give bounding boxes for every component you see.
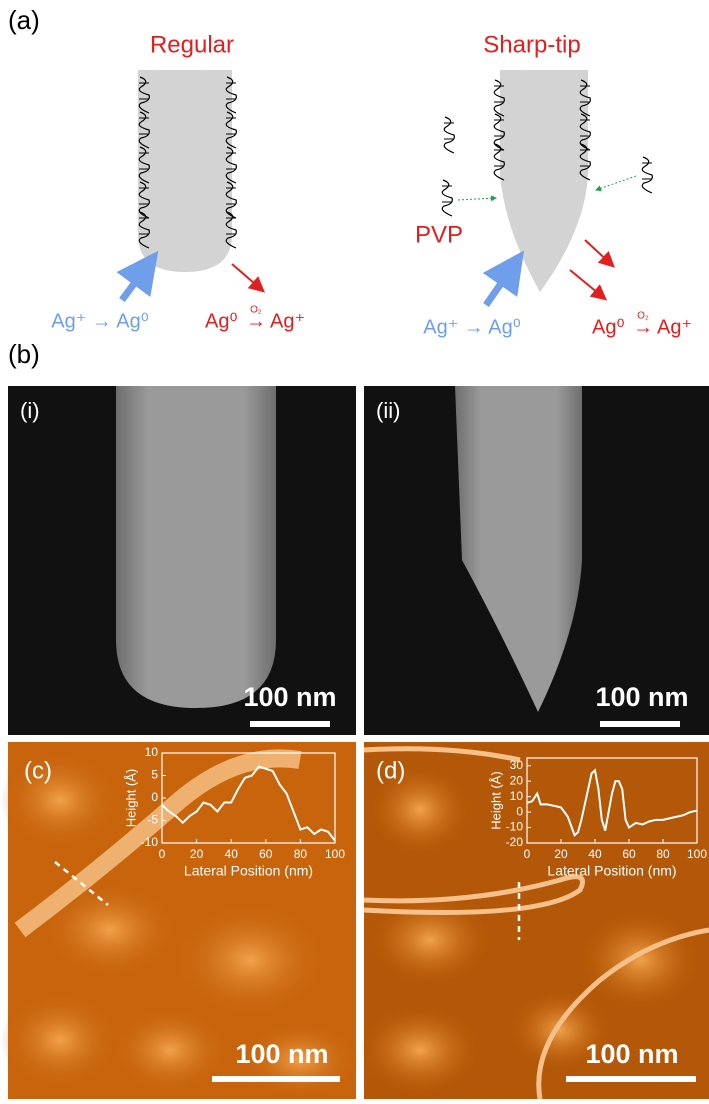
x-tick-label: 0 bbox=[159, 847, 166, 861]
reaction: Ag⁺ → Ag⁰ bbox=[51, 310, 149, 332]
scale-label: 100 nm bbox=[595, 682, 688, 712]
y-axis-label: Height (Å) bbox=[488, 771, 503, 830]
y-tick-label: -10 bbox=[506, 820, 524, 834]
x-tick-label: 40 bbox=[225, 847, 239, 861]
y-tick-label: -10 bbox=[141, 835, 159, 849]
arrow bbox=[458, 198, 496, 200]
arrow bbox=[486, 262, 516, 305]
nanowire bbox=[500, 70, 588, 292]
reaction-left: Ag⁰ bbox=[592, 316, 624, 338]
reaction: Ag⁺ → Ag⁰ bbox=[423, 316, 521, 338]
panel-label: (d) bbox=[376, 757, 405, 784]
pvp-label: PVP bbox=[415, 221, 463, 248]
y-tick-label: 20 bbox=[510, 773, 524, 787]
y-tick-label: 0 bbox=[516, 804, 523, 818]
y-tick-label: 0 bbox=[151, 790, 158, 804]
diagram-title: Sharp-tip bbox=[483, 31, 580, 58]
reaction-catalyst: O₂ bbox=[637, 311, 649, 322]
y-tick-label: 10 bbox=[145, 745, 159, 759]
sem-wire bbox=[116, 386, 276, 708]
arrow bbox=[585, 240, 612, 265]
scale-bar bbox=[566, 1076, 696, 1082]
subpanel-label: (i) bbox=[20, 398, 40, 423]
x-tick-label: 20 bbox=[554, 847, 568, 861]
x-tick-label: 80 bbox=[294, 847, 308, 861]
reaction-left: Ag⁰ bbox=[205, 310, 237, 332]
scale-bar bbox=[250, 721, 330, 727]
y-tick-label: -20 bbox=[506, 835, 524, 849]
figure: (a) Regular Ag⁺ → Ag⁰ Ag⁰ → O₂ Ag⁺ Sharp… bbox=[0, 0, 709, 1099]
panel-label: (a) bbox=[8, 5, 40, 35]
body: {"panel_a":{"label":"(a)", "regular":{"t… bbox=[0, 0, 709, 1099]
page: Nanowire figure body{margin:0;width:709p… bbox=[0, 0, 709, 1099]
subpanel-label: (ii) bbox=[376, 398, 400, 423]
arrow bbox=[232, 264, 262, 290]
y-tick-label: 30 bbox=[510, 758, 524, 772]
reaction-right: Ag⁺ bbox=[270, 310, 305, 332]
arrow bbox=[122, 262, 150, 300]
scale-label: 100 nm bbox=[585, 1039, 678, 1069]
x-tick-label: 100 bbox=[325, 847, 345, 861]
x-tick-label: 0 bbox=[524, 847, 531, 861]
x-tick-label: 20 bbox=[190, 847, 204, 861]
scale-bar bbox=[212, 1076, 340, 1082]
x-axis-label: Lateral Position (nm) bbox=[547, 863, 676, 879]
nanowire bbox=[138, 70, 232, 272]
y-tick-label: -5 bbox=[147, 813, 158, 827]
diagram-title: Regular bbox=[150, 31, 234, 58]
reaction-catalyst: O₂ bbox=[250, 305, 262, 316]
y-tick-label: 5 bbox=[151, 768, 158, 782]
y-tick-label: 10 bbox=[510, 789, 524, 803]
x-tick-label: 40 bbox=[588, 847, 602, 861]
x-axis-label: Lateral Position (nm) bbox=[184, 863, 313, 879]
panel-label: (b) bbox=[8, 339, 40, 369]
x-tick-label: 60 bbox=[259, 847, 273, 861]
scale-label: 100 nm bbox=[243, 682, 336, 712]
x-tick-label: 100 bbox=[687, 847, 707, 861]
arrow bbox=[596, 176, 636, 190]
y-axis-label: Height (Å) bbox=[123, 769, 138, 828]
panel-label: (c) bbox=[24, 757, 52, 784]
reaction-right: Ag⁺ bbox=[657, 316, 692, 338]
x-tick-label: 80 bbox=[656, 847, 670, 861]
scale-label: 100 nm bbox=[235, 1039, 328, 1069]
scale-bar bbox=[600, 721, 680, 727]
x-tick-label: 60 bbox=[622, 847, 636, 861]
arrow bbox=[570, 270, 604, 298]
